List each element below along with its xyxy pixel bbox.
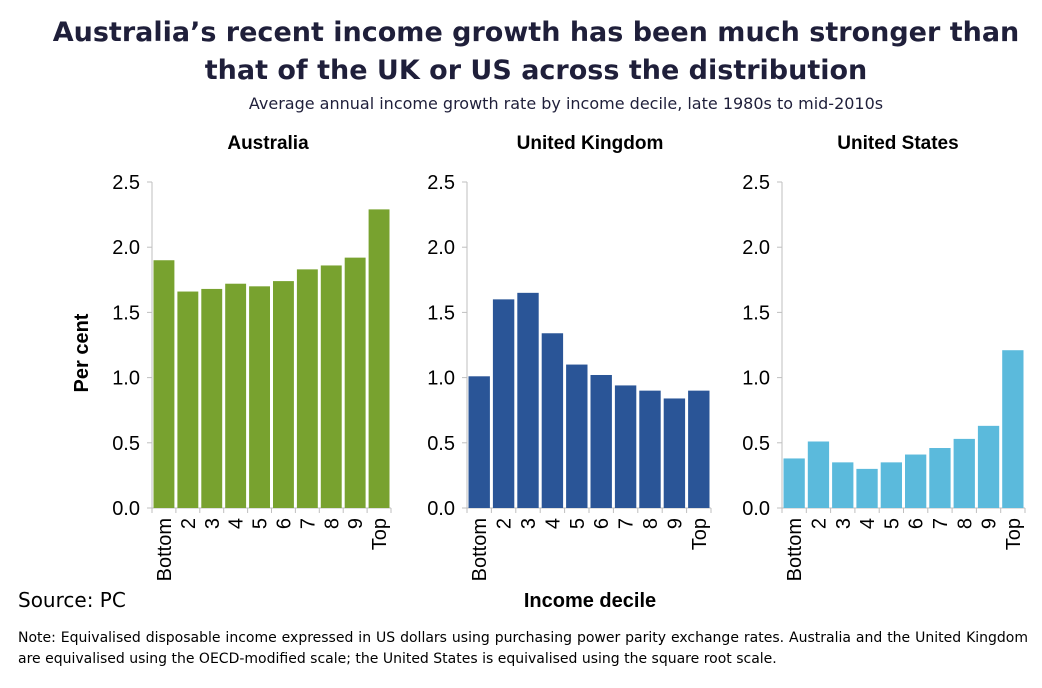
x-tick-label: 6 [273,518,295,529]
y-axis-label: Per cent [71,313,93,392]
panel-title: Australia [227,133,309,154]
bar [225,283,247,508]
bar [344,257,366,508]
y-tick-label: 1.5 [742,302,770,324]
bar [663,398,686,508]
x-tick-label: 8 [321,518,343,529]
bar [929,448,951,508]
y-tick-label: 1.5 [112,302,140,324]
y-tick-label: 2.0 [112,237,140,259]
x-tick-label: 7 [930,518,952,529]
y-tick-label: 0.0 [742,498,770,520]
panel-title: United States [837,133,958,154]
x-tick-label: 9 [345,518,367,529]
bar [783,458,805,508]
x-tick-label: 7 [297,518,319,529]
bar [320,265,342,508]
bar [296,269,318,508]
bar [517,292,539,508]
bar [201,288,223,508]
bar [249,286,270,508]
y-tick-label: 1.0 [742,368,770,390]
x-tick-label: 3 [518,518,540,529]
x-tick-label: 6 [906,518,928,529]
y-tick-label: 2.0 [427,237,455,259]
bar [688,390,710,508]
bar [468,376,490,508]
y-tick-label: 0.0 [427,498,455,520]
x-tick-label: Top [369,518,391,550]
bar [977,425,1000,508]
x-tick-label: Top [1003,518,1025,550]
panel-title: United Kingdom [517,133,664,154]
x-tick-label: 4 [226,518,248,529]
bar [541,333,564,508]
x-tick-label: 4 [542,518,564,529]
x-tick-label: 2 [178,518,200,529]
y-tick-label: 1.5 [427,302,455,324]
bar [639,390,661,508]
y-tick-label: 1.0 [427,368,455,390]
y-tick-label: 0.5 [427,433,455,455]
x-tick-label: Bottom [784,518,806,581]
y-tick-label: 2.0 [742,237,770,259]
x-tick-label: 8 [640,518,662,529]
x-tick-label: 5 [250,518,272,529]
x-tick-label: Top [689,518,711,550]
x-tick-label: 2 [494,518,516,529]
x-tick-label: 6 [591,518,613,529]
bar [856,468,878,508]
y-tick-label: 0.5 [112,433,140,455]
y-tick-label: 1.0 [112,368,140,390]
bar [1002,350,1024,508]
bar [807,441,830,508]
bar [153,260,175,508]
chart-title: Australia’s recent income growth has bee… [52,17,1020,86]
x-tick-label: 5 [567,518,589,529]
chart-subtitle: Average annual income growth rate by inc… [248,94,884,113]
x-tick-label: Bottom [154,518,176,581]
x-tick-label: 5 [881,518,903,529]
x-tick-label: Bottom [469,518,491,581]
bar [905,454,927,508]
y-tick-label: 0.5 [742,433,770,455]
bar [880,462,902,508]
x-tick-label: 3 [202,518,224,529]
x-tick-label: 9 [664,518,686,529]
y-tick-label: 0.0 [112,498,140,520]
x-tick-label: 9 [979,518,1001,529]
bar [953,438,975,508]
x-axis-label: Income decile [524,590,656,612]
source-text: Source: PC [18,588,126,612]
bar [492,299,515,508]
x-tick-label: 4 [857,518,879,529]
bar [614,385,637,508]
y-tick-label: 2.5 [112,172,140,194]
y-tick-label: 2.5 [427,172,455,194]
bar [566,364,588,508]
x-tick-label: 8 [954,518,976,529]
bar [832,462,854,508]
x-tick-label: 2 [808,518,830,529]
bar [368,209,390,508]
x-tick-label: 3 [833,518,855,529]
bar [177,291,199,508]
y-tick-label: 2.5 [742,172,770,194]
bar [590,374,612,508]
note-text: Note: Equivalised disposable income expr… [18,630,1028,667]
x-tick-label: 7 [616,518,638,529]
bar [273,281,294,508]
